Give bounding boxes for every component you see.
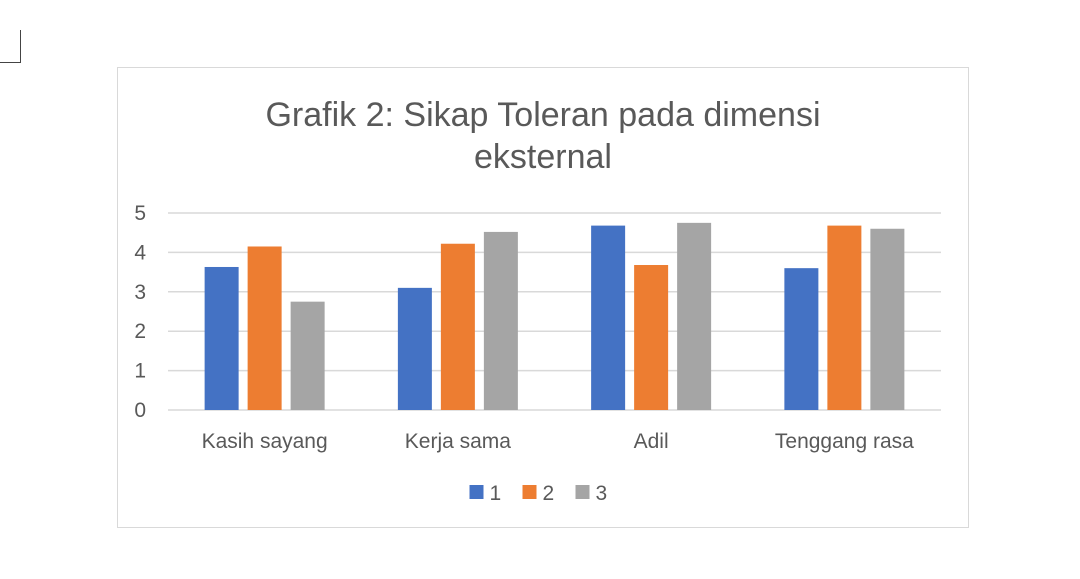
bar-kasih-sayang-series-1[interactable] xyxy=(204,266,239,410)
bar-adil-series-3[interactable] xyxy=(677,222,712,410)
legend-label-1: 1 xyxy=(490,482,502,505)
y-tick-label: 0 xyxy=(134,399,146,422)
bar-adil-series-2[interactable] xyxy=(634,265,669,410)
legend-swatch-2 xyxy=(522,485,537,499)
bar-kasih-sayang-series-2[interactable] xyxy=(247,246,282,410)
y-tick-labels: 0 1 2 3 4 5 xyxy=(134,202,146,422)
x-tick-label: Kerja sama xyxy=(405,430,512,453)
bar-tenggang-rasa-series-1[interactable] xyxy=(784,268,819,410)
corner-crop-mark xyxy=(0,30,21,63)
x-tick-label: Kasih sayang xyxy=(202,430,328,453)
bar-tenggang-rasa-series-2[interactable] xyxy=(827,225,862,410)
legend-label-3: 3 xyxy=(596,482,608,505)
y-gridlines xyxy=(168,212,941,411)
y-tick-label: 1 xyxy=(134,360,146,383)
legend-swatch-3 xyxy=(575,485,590,499)
chart-title-line-2: eksternal xyxy=(474,138,612,176)
y-tick-label: 4 xyxy=(134,241,146,264)
y-tick-label: 2 xyxy=(134,320,146,343)
bar-kasih-sayang-series-3[interactable] xyxy=(290,301,325,410)
y-tick-label: 3 xyxy=(134,281,146,304)
x-tick-labels: Kasih sayang Kerja sama Adil Tenggang rasa xyxy=(202,430,915,453)
bar-kerja-sama-series-2[interactable] xyxy=(440,243,475,410)
legend-swatch-1 xyxy=(469,485,484,499)
legend: 1 2 3 xyxy=(469,482,608,505)
bar-tenggang-rasa-series-3[interactable] xyxy=(870,228,905,410)
y-tick-label: 5 xyxy=(134,202,146,225)
chart-title-line-1: Grafik 2: Sikap Toleran pada dimensi xyxy=(265,96,820,134)
bar-kerja-sama-series-3[interactable] xyxy=(483,231,518,410)
bars xyxy=(204,222,905,410)
legend-label-2: 2 xyxy=(543,482,555,505)
x-tick-label: Tenggang rasa xyxy=(775,430,914,453)
bar-adil-series-1[interactable] xyxy=(591,225,626,410)
bar-kerja-sama-series-1[interactable] xyxy=(397,287,432,410)
x-tick-label: Adil xyxy=(634,430,669,453)
